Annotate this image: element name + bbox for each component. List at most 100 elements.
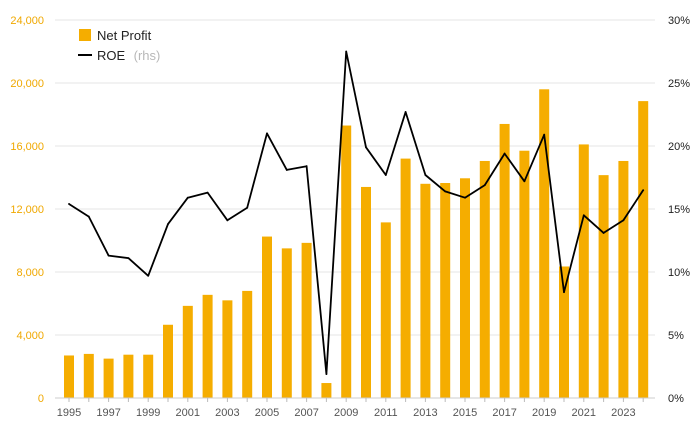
roe-point (523, 180, 526, 183)
bar-net-profit (222, 300, 233, 398)
left-tick-label: 16,000 (10, 141, 44, 153)
left-tick-label: 8,000 (16, 267, 44, 279)
roe-point (107, 254, 110, 257)
left-axis-ticks: 0 4,000 8,000 12,000 16,000 20,000 24,000 (10, 15, 44, 405)
x-tick-label: 2017 (492, 407, 516, 419)
legend-swatch-net-profit (79, 29, 91, 41)
bar-net-profit (321, 383, 332, 398)
x-tick-label: 2021 (572, 407, 596, 419)
left-tick-label: 0 (38, 393, 44, 405)
bar-net-profit (262, 236, 272, 398)
right-tick-label: 10% (668, 267, 690, 279)
roe-point (186, 196, 189, 199)
legend-label-roe: ROE (rhs) (97, 47, 160, 64)
right-tick-label: 25% (668, 78, 690, 90)
roe-point (563, 291, 565, 294)
bar-net-profit (83, 353, 94, 398)
bar-net-profit (519, 150, 530, 398)
x-tick-label: 2011 (374, 407, 398, 419)
bar-net-profit (420, 183, 431, 398)
x-tick-label: 2007 (294, 407, 318, 419)
roe-point (285, 169, 288, 171)
bar-net-profit (479, 160, 490, 398)
bar-net-profit (64, 355, 74, 398)
bar-net-profit (400, 158, 411, 398)
bar-net-profit (143, 354, 154, 398)
roe-point (206, 191, 209, 194)
legend-label-roe-name: ROE (97, 48, 126, 63)
x-tick-label: 2019 (532, 407, 556, 419)
roe-point (444, 190, 447, 193)
bar-net-profit (460, 178, 470, 398)
right-tick-label: 30% (668, 15, 690, 27)
roe-point (464, 196, 466, 199)
left-tick-label: 24,000 (10, 15, 44, 27)
roe-point (325, 373, 328, 375)
x-tick-label: 2001 (176, 407, 200, 419)
right-tick-label: 15% (668, 204, 690, 216)
legend: Net Profit ROE (rhs) (78, 28, 160, 64)
roe-point (246, 206, 249, 209)
left-tick-label: 4,000 (16, 330, 44, 342)
bar-net-profit (341, 125, 352, 399)
left-tick-label: 20,000 (10, 78, 44, 90)
roe-point (266, 132, 268, 135)
bar-net-profit (301, 242, 312, 398)
net-profit-bars (64, 89, 649, 399)
roe-point (167, 223, 169, 226)
roe-point (642, 189, 645, 192)
roe-point (305, 165, 308, 168)
x-tick-label: 1995 (57, 407, 81, 419)
roe-point (602, 232, 605, 234)
gridlines (55, 19, 655, 399)
bar-net-profit (539, 89, 550, 399)
roe-point (582, 214, 585, 217)
roe-point (87, 215, 90, 218)
bar-net-profit (578, 144, 589, 398)
bar-net-profit (103, 358, 114, 398)
x-tick-label: 2005 (255, 407, 279, 419)
legend-label-net-profit: Net Profit (97, 28, 152, 43)
x-tick-label: 2013 (413, 407, 437, 419)
roe-line-group (68, 50, 645, 376)
x-tick-label: 2003 (215, 407, 239, 419)
bar-net-profit (361, 186, 371, 398)
roe-point (68, 203, 70, 205)
legend-label-roe-suffix: (rhs) (134, 48, 161, 63)
bar-net-profit (440, 183, 451, 398)
right-tick-label: 20% (668, 141, 690, 153)
roe-point (226, 219, 229, 222)
x-tick-label: 2015 (453, 407, 477, 419)
roe-point (424, 174, 427, 176)
bar-net-profit (123, 354, 134, 398)
bar-net-profit (202, 294, 213, 398)
roe-point (404, 111, 407, 113)
bar-net-profit (380, 222, 391, 398)
bar-net-profit (559, 266, 569, 398)
right-tick-label: 0% (668, 393, 684, 405)
bar-net-profit (598, 175, 609, 398)
bar-net-profit (618, 160, 629, 398)
x-axis-ticks: 1995 1997 1999 2001 2003 2005 2007 2009 2011 2013… (55, 397, 655, 419)
roe-point (384, 174, 387, 176)
x-tick-label: 2009 (334, 407, 358, 419)
roe-point (127, 257, 130, 260)
roe-point (345, 50, 348, 53)
bar-net-profit (281, 248, 292, 398)
bar-net-profit (163, 324, 173, 398)
roe-point (503, 152, 506, 155)
x-tick-label: 1997 (96, 407, 120, 419)
right-tick-label: 5% (668, 330, 684, 342)
bar-net-profit (638, 101, 649, 399)
x-tick-label: 1999 (136, 407, 160, 419)
roe-point (147, 274, 150, 277)
roe-point (365, 146, 367, 149)
roe-point (483, 184, 486, 186)
roe-line (68, 50, 644, 376)
roe-point (622, 219, 625, 222)
bar-net-profit (242, 290, 253, 398)
roe-point (543, 133, 546, 136)
bar-net-profit (182, 305, 193, 398)
right-axis-ticks: 0% 5% 10% 15% 20% 25% 30% (668, 15, 690, 405)
